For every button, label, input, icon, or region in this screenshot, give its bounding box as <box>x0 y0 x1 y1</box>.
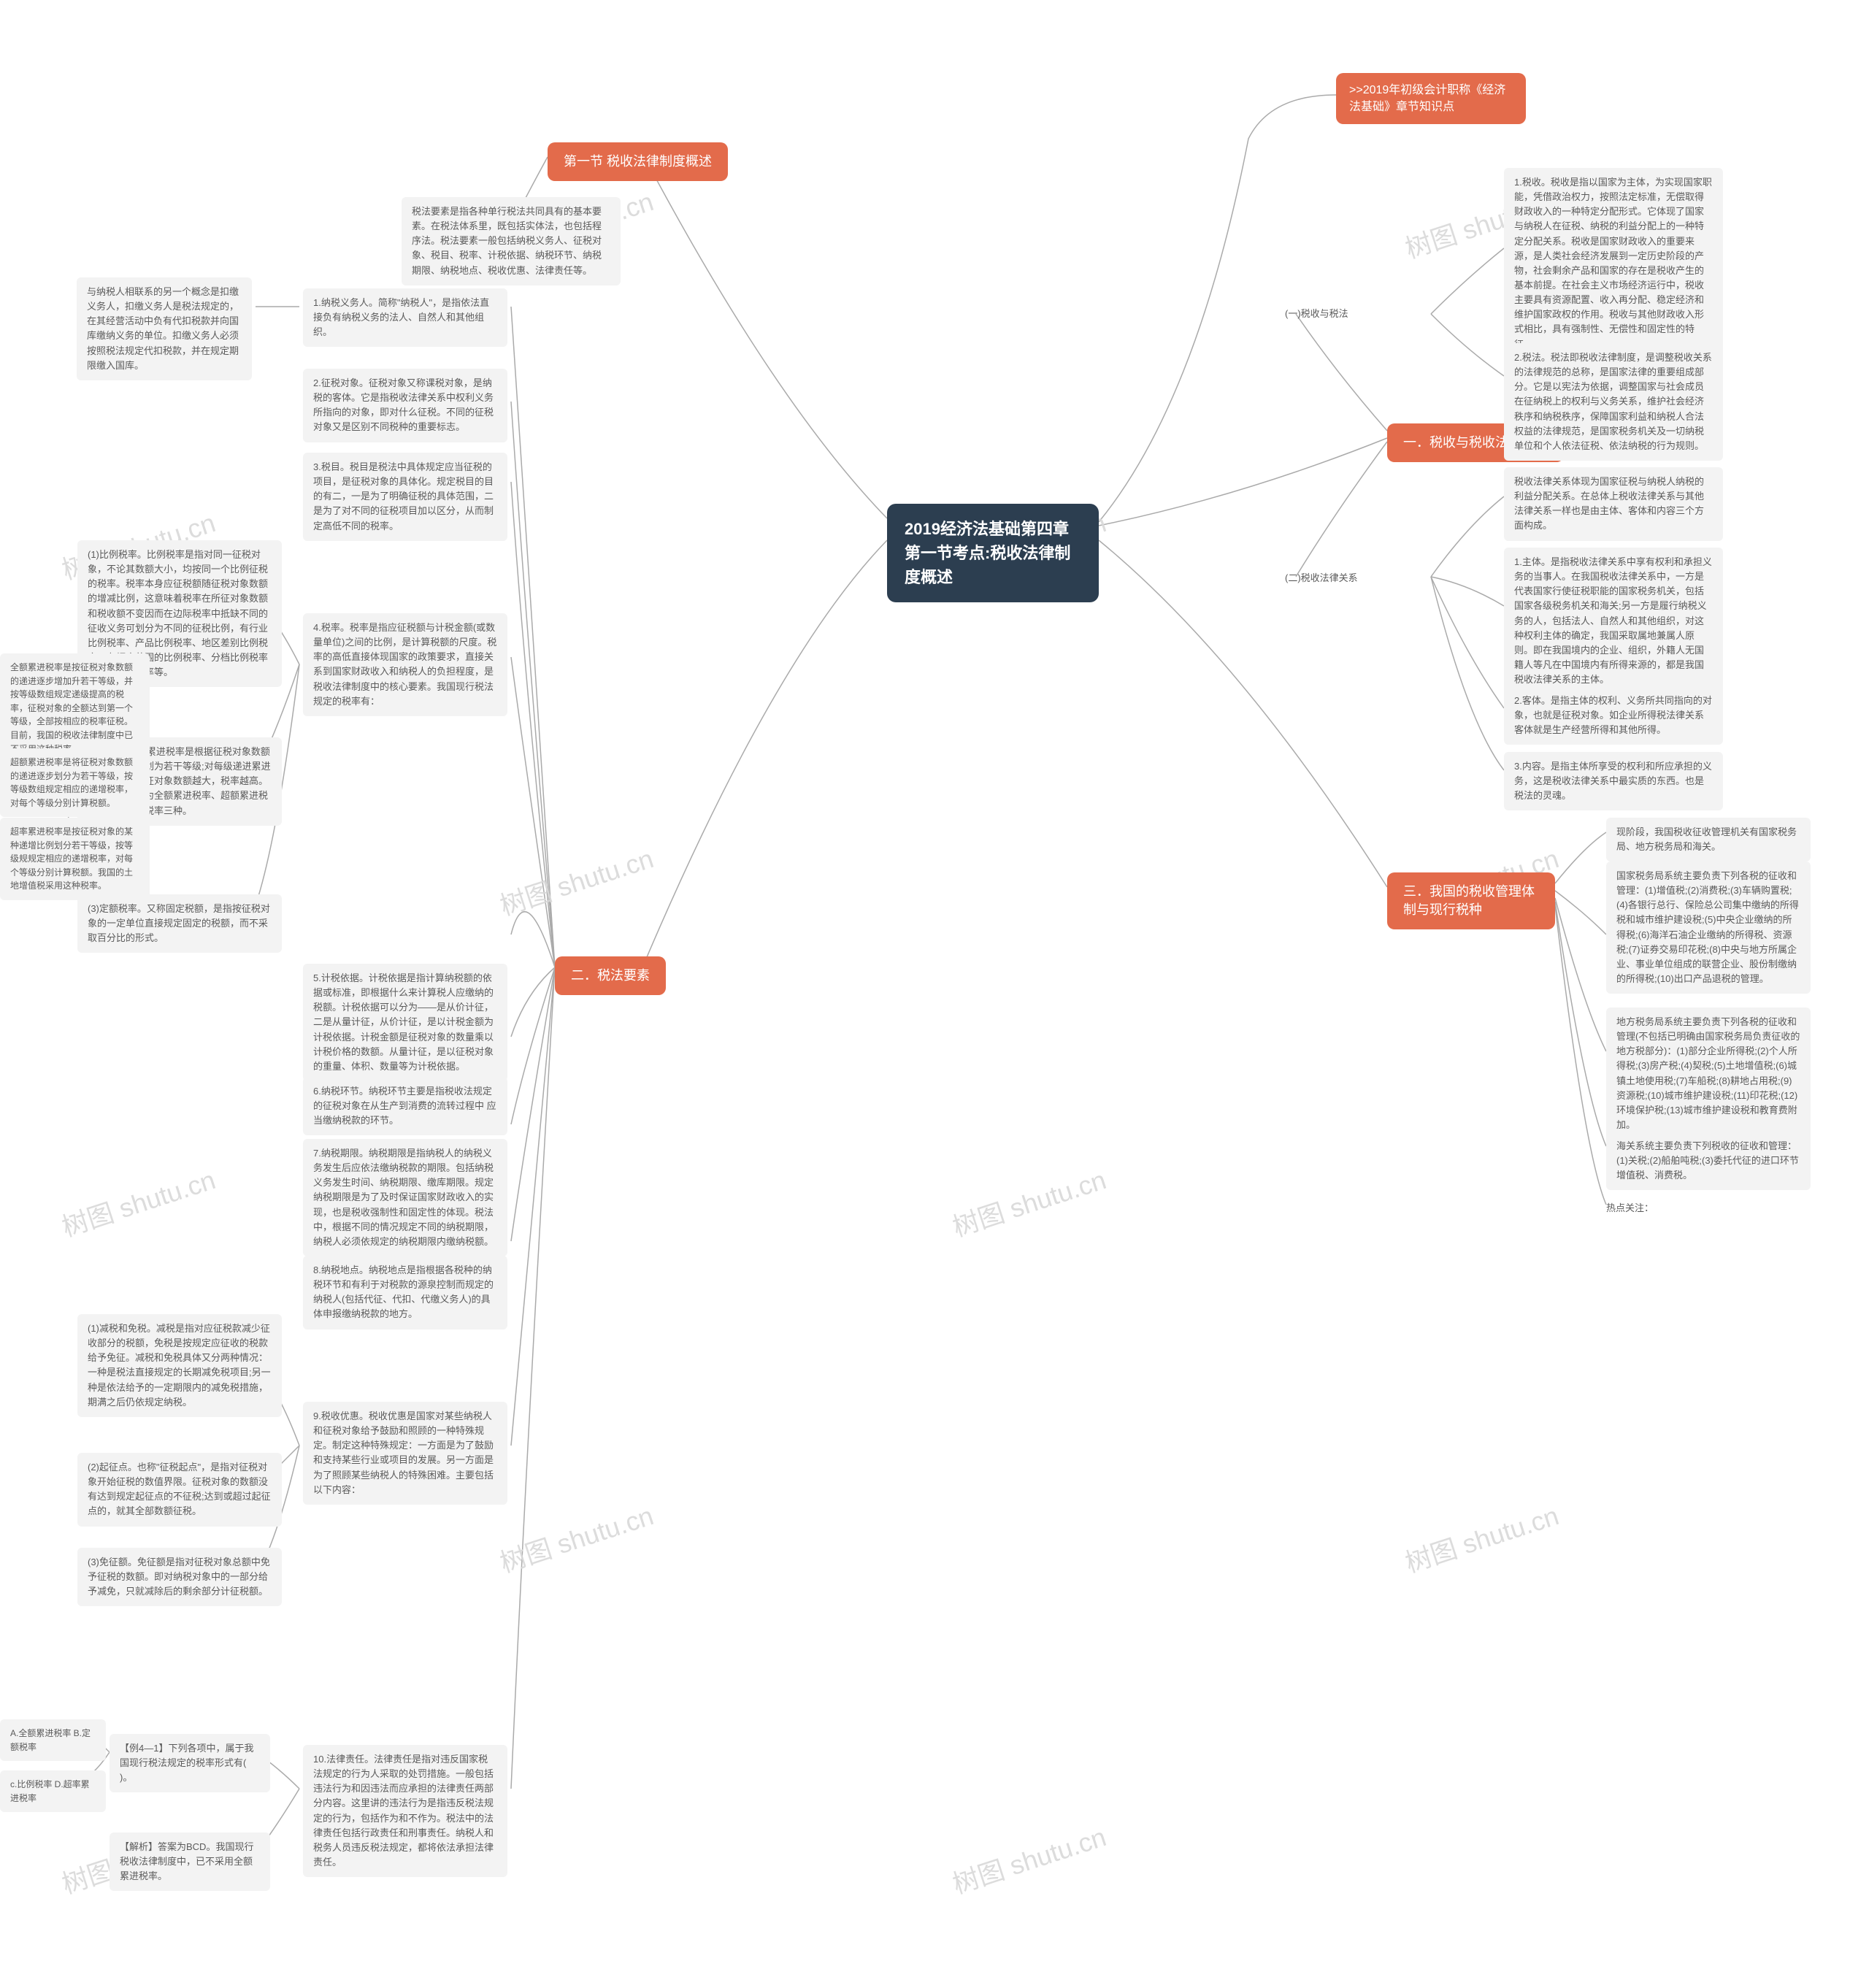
section-3-para3: 海关系统主要负责下列税收的征收和管理：(1)关税;(2)船舶吨税;(3)委托代征… <box>1606 1132 1811 1190</box>
watermark: 树图 shutu.cn <box>1400 1495 1562 1581</box>
section-1-sub2-intro: 税收法律关系体现为国家征税与纳税人纳税的利益分配关系。在总体上税收法律关系与其他… <box>1504 467 1723 541</box>
example-question: 【例4—1】下列各项中，属于我国现行税法规定的税率形式有( )。 <box>110 1734 270 1792</box>
s2-point-1: 1.纳税义务人。简称"纳税人"，是指依法直接负有纳税义务的法人、自然人和其他组织… <box>303 288 507 347</box>
rate-type-2-sub-1: 全额累进税率是按征税对象数额的递进逐步增加升若干等级，并按等级数组规定递级提高的… <box>0 653 150 763</box>
left-intro-text: 税法要素是指各种单行税法共同具有的基本要素。在税法体系里，既包括实体法，也包括程… <box>402 197 621 285</box>
example-choice-cd: c.比例税率 D.超率累进税率 <box>0 1770 106 1812</box>
s2-point-5: 5.计税依据。计税依据是指计算纳税额的依据或标准，即根据什么来计算税人应缴纳的税… <box>303 964 507 1081</box>
rate-type-3: (3)定额税率。又称固定税额，是指按征税对象的一定单位直接规定固定的税额，而不采… <box>77 894 282 953</box>
section-1-sub1-label: (一)税收与税法 <box>1285 307 1348 321</box>
s2-point-9: 9.税收优惠。税收优惠是国家对某些纳税人和征税对象给予鼓励和照顾的一种特殊规定。… <box>303 1402 507 1505</box>
s2-point-6: 6.纳税环节。纳税环节主要是指税收法规定的征税对象在从生产到消费的流转过程中 应… <box>303 1077 507 1135</box>
s2-point-9-sub-3: (3)免征额。免征额是指对征税对象总额中免予征税的数额。即对纳税对象中的一部分给… <box>77 1548 282 1606</box>
example-answer: 【解析】答案为BCD。我国现行税收法律制度中，已不采用全额累进税率。 <box>110 1832 270 1891</box>
section-1-sub1-point-2: 2.税法。税法即税收法律制度，是调整税收关系的法律规范的总称，是国家法律的重要组… <box>1504 343 1723 461</box>
s2-point-1-side: 与纳税人相联系的另一个概念是扣缴义务人，扣缴义务人是税法规定的，在其经营活动中负… <box>77 277 252 380</box>
center-topic: 2019经济法基础第四章第一节考点:税收法律制度概述 <box>887 504 1099 602</box>
watermark: 树图 shutu.cn <box>56 1159 219 1245</box>
section-1-sub2-label: (二)税收法律关系 <box>1285 571 1358 586</box>
section-3-node[interactable]: 三．我国的税收管理体制与现行税种 <box>1387 872 1555 929</box>
reference-link-node[interactable]: >>2019年初级会计职称《经济法基础》章节知识点 <box>1336 73 1526 124</box>
s2-point-4: 4.税率。税率是指应征税额与计税金额(或数量单位)之间的比例，是计算税额的尺度。… <box>303 613 507 716</box>
watermark: 树图 shutu.cn <box>947 1816 1110 1902</box>
rate-type-2-sub-3: 超率累进税率是按征税对象的某种递增比例划分若干等级，按等级规规定相应的递增税率，… <box>0 818 150 900</box>
section-3-intro: 现阶段，我国税收征收管理机关有国家税务局、地方税务局和海关。 <box>1606 818 1811 861</box>
s2-point-7: 7.纳税期限。纳税期限是指纳税人的纳税义务发生后应依法缴纳税款的期限。包括纳税义… <box>303 1139 507 1256</box>
watermark: 树图 shutu.cn <box>494 838 657 924</box>
section-2-node[interactable]: 二．税法要素 <box>555 956 666 995</box>
section-3-para2: 地方税务局系统主要负责下列各税的征收和管理(不包括已明确由国家税务局负责征收的地… <box>1606 1008 1811 1140</box>
section-1-sub1-point-1: 1.税收。税收是指以国家为主体，为实现国家职能，凭借政治权力，按照法定标准，无偿… <box>1504 168 1723 359</box>
s2-point-2: 2.征税对象。征税对象又称课税对象，是纳税的客体。它是指税收法律关系中权利义务所… <box>303 369 507 442</box>
section-1-sub2-point-3: 3.内容。是指主体所享受的权利和所应承担的义务，这是税收法律关系中最实质的东西。… <box>1504 752 1723 810</box>
s2-point-8: 8.纳税地点。纳税地点是指根据各税种的纳税环节和有利于对税款的源泉控制而规定的纳… <box>303 1256 507 1329</box>
s2-point-9-sub-1: (1)减税和免税。减税是指对应征税款减少征收部分的税额，免税是按规定应征收的税款… <box>77 1314 282 1417</box>
watermark: 树图 shutu.cn <box>947 1159 1110 1245</box>
s2-point-10: 10.法律责任。法律责任是指对违反国家税法规定的行为人采取的处罚措施。一般包括违… <box>303 1745 507 1877</box>
section-3-para1: 国家税务局系统主要负责下列各税的征收和管理：(1)增值税;(2)消费税;(3)车… <box>1606 861 1811 994</box>
s2-point-9-sub-2: (2)起征点。也称"征税起点"，是指对征税对象开始征税的数值界限。征税对象的数额… <box>77 1453 282 1527</box>
s2-point-3: 3.税目。税目是税法中具体规定应当征税的项目，是征税对象的具体化。规定税目的目的… <box>303 453 507 541</box>
rate-type-2-sub-2: 超额累进税率是将征税对象数额的递进逐步划分为若干等级，按等级数组规定相应的递增税… <box>0 748 150 817</box>
watermark: 树图 shutu.cn <box>494 1495 657 1581</box>
left-intro-node[interactable]: 第一节 税收法律制度概述 <box>548 142 728 181</box>
section-1-sub2-point-1: 1.主体。是指税收法律关系中享有权利和承担义务的当事人。在我国税收法律关系中，一… <box>1504 548 1723 694</box>
example-choice-ab: A.全额累进税率 B.定额税率 <box>0 1719 106 1761</box>
section-3-hot: 热点关注： <box>1606 1201 1654 1216</box>
section-1-sub2-point-2: 2.客体。是指主体的权利、义务所共同指向的对象，也就是征税对象。如企业所得税法律… <box>1504 686 1723 745</box>
